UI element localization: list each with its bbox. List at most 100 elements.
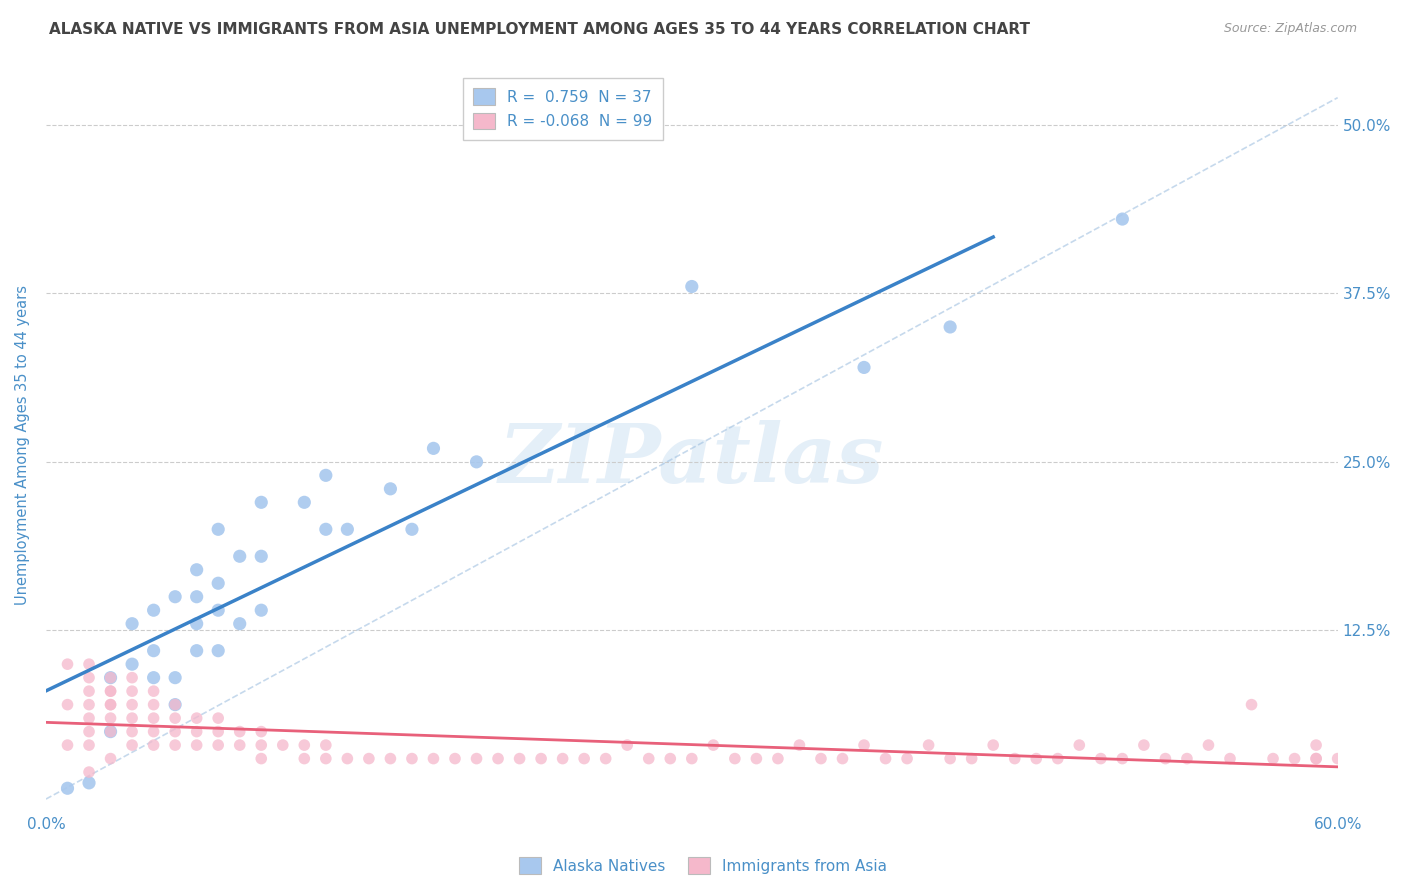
Point: [186, 616, 208, 631]
Point: [77, 711, 100, 725]
Point: [1175, 751, 1198, 765]
Point: [100, 684, 122, 698]
Point: [315, 522, 337, 536]
Point: [100, 724, 122, 739]
Point: [77, 671, 100, 685]
Point: [616, 738, 638, 752]
Point: [530, 751, 553, 765]
Point: [315, 738, 337, 752]
Point: [831, 751, 853, 765]
Point: [637, 751, 659, 765]
Point: [121, 671, 143, 685]
Point: [1219, 751, 1241, 765]
Point: [207, 576, 229, 591]
Point: [142, 724, 165, 739]
Point: [165, 671, 187, 685]
Point: [121, 711, 143, 725]
Point: [250, 751, 273, 765]
Point: [810, 751, 832, 765]
Point: [1284, 751, 1306, 765]
Point: [1069, 738, 1091, 752]
Text: Source: ZipAtlas.com: Source: ZipAtlas.com: [1223, 22, 1357, 36]
Point: [207, 724, 229, 739]
Point: [681, 279, 703, 293]
Point: [1305, 738, 1327, 752]
Point: [250, 495, 273, 509]
Legend: R =  0.759  N = 37, R = -0.068  N = 99: R = 0.759 N = 37, R = -0.068 N = 99: [463, 78, 662, 140]
Point: [981, 738, 1004, 752]
Point: [509, 751, 531, 765]
Point: [56, 738, 79, 752]
Point: [1326, 751, 1348, 765]
Point: [100, 671, 122, 685]
Point: [939, 751, 962, 765]
Point: [56, 781, 79, 796]
Point: [1305, 751, 1327, 765]
Point: [165, 698, 187, 712]
Point: [186, 643, 208, 657]
Point: [595, 751, 617, 765]
Point: [165, 738, 187, 752]
Point: [465, 751, 488, 765]
Point: [422, 751, 444, 765]
Point: [401, 522, 423, 536]
Point: [853, 360, 876, 375]
Point: [939, 320, 962, 334]
Point: [292, 751, 315, 765]
Point: [121, 698, 143, 712]
Point: [77, 724, 100, 739]
Point: [315, 468, 337, 483]
Point: [165, 698, 187, 712]
Point: [1305, 751, 1327, 765]
Point: [207, 522, 229, 536]
Point: [659, 751, 682, 765]
Point: [1046, 751, 1069, 765]
Point: [681, 751, 703, 765]
Point: [271, 738, 294, 752]
Point: [724, 751, 747, 765]
Point: [165, 590, 187, 604]
Point: [702, 738, 724, 752]
Point: [100, 698, 122, 712]
Point: [165, 711, 187, 725]
Point: [853, 738, 876, 752]
Point: [1090, 751, 1112, 765]
Point: [551, 751, 574, 765]
Point: [745, 751, 768, 765]
Point: [766, 751, 789, 765]
Point: [380, 751, 402, 765]
Point: [207, 603, 229, 617]
Point: [142, 711, 165, 725]
Text: ALASKA NATIVE VS IMMIGRANTS FROM ASIA UNEMPLOYMENT AMONG AGES 35 TO 44 YEARS COR: ALASKA NATIVE VS IMMIGRANTS FROM ASIA UN…: [49, 22, 1031, 37]
Point: [336, 522, 359, 536]
Point: [422, 442, 444, 456]
Point: [121, 684, 143, 698]
Point: [186, 590, 208, 604]
Point: [100, 711, 122, 725]
Point: [1240, 698, 1263, 712]
Point: [1261, 751, 1284, 765]
Point: [100, 671, 122, 685]
Point: [56, 657, 79, 672]
Point: [1004, 751, 1026, 765]
Point: [100, 684, 122, 698]
Point: [1025, 751, 1047, 765]
Point: [207, 738, 229, 752]
Point: [960, 751, 983, 765]
Point: [380, 482, 402, 496]
Point: [444, 751, 467, 765]
Text: ZIPatlas: ZIPatlas: [499, 420, 884, 500]
Point: [121, 616, 143, 631]
Point: [1154, 751, 1177, 765]
Point: [250, 603, 273, 617]
Point: [789, 738, 811, 752]
Point: [401, 751, 423, 765]
Point: [336, 751, 359, 765]
Point: [121, 657, 143, 672]
Point: [121, 724, 143, 739]
Point: [250, 724, 273, 739]
Point: [896, 751, 918, 765]
Point: [465, 455, 488, 469]
Point: [77, 776, 100, 790]
Point: [186, 563, 208, 577]
